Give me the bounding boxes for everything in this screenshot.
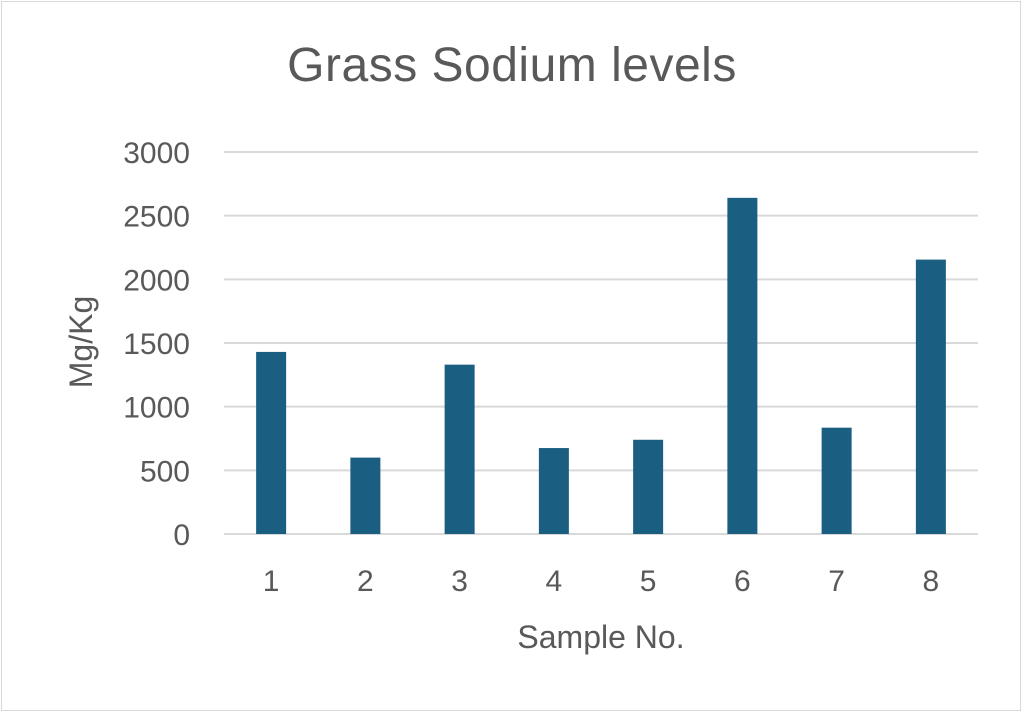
y-tick-label: 500 — [140, 455, 190, 488]
bar-sample-3 — [444, 364, 475, 534]
bars — [256, 197, 946, 534]
y-axis-title: Mg/Kg — [63, 296, 99, 388]
bar-sample-1 — [256, 351, 287, 534]
x-tick-labels: 1 2 3 4 5 6 7 8 — [263, 565, 939, 598]
y-tick-label: 1000 — [123, 392, 190, 425]
x-tick-label: 1 — [263, 565, 280, 598]
bar-sample-6 — [727, 197, 758, 534]
bar-sample-5 — [633, 439, 664, 534]
bar-sample-2 — [350, 457, 381, 534]
bar-sample-4 — [538, 448, 569, 534]
x-tick-label: 8 — [923, 565, 940, 598]
y-tick-label: 3000 — [123, 137, 190, 170]
bar-sample-7 — [821, 427, 852, 534]
bar-sample-8 — [915, 259, 946, 534]
x-tick-label: 5 — [640, 565, 657, 598]
y-tick-label: 2000 — [123, 264, 190, 297]
x-tick-label: 7 — [828, 565, 845, 598]
x-tick-label: 3 — [451, 565, 468, 598]
x-axis-title: Sample No. — [517, 619, 684, 655]
gridlines — [224, 151, 978, 535]
x-tick-label: 4 — [546, 565, 563, 598]
x-tick-label: 6 — [734, 565, 751, 598]
y-tick-label: 2500 — [123, 201, 190, 234]
chart-title: Grass Sodium levels — [287, 39, 737, 92]
x-tick-label: 2 — [357, 565, 374, 598]
y-tick-label: 0 — [173, 519, 190, 552]
y-tick-label: 1500 — [123, 328, 190, 361]
y-tick-labels: 0 500 1000 1500 2000 2500 3000 — [123, 137, 190, 552]
